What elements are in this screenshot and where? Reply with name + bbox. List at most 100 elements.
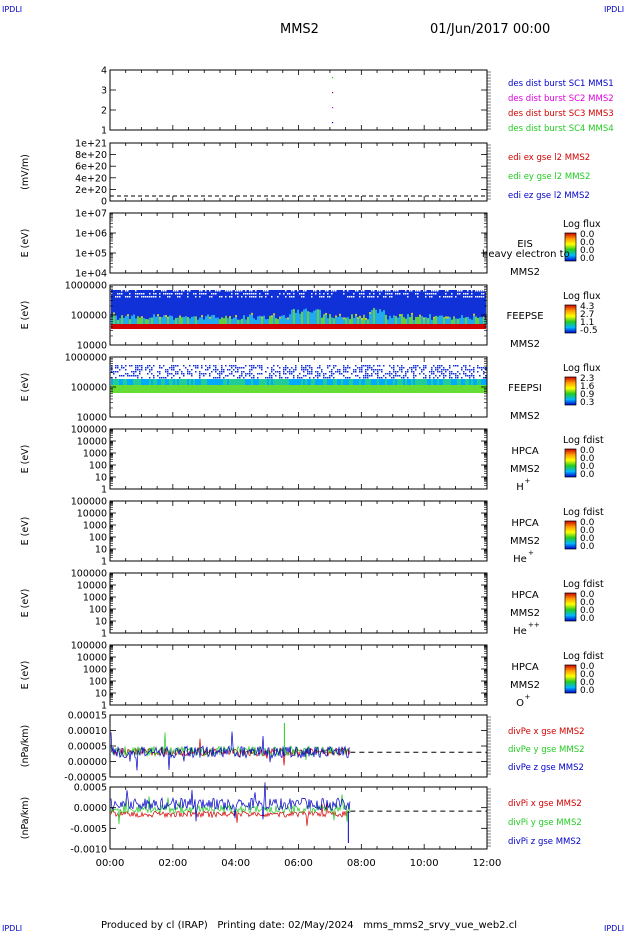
x-tick-label: 06:00	[284, 858, 313, 869]
species-charge-label: +	[525, 693, 531, 701]
y-axis-label: E (eV)	[20, 661, 31, 690]
legend-entry: divPe z gse MMS2	[508, 763, 584, 773]
colorbar-tick-label: 0.0	[580, 590, 595, 600]
y-tick-label: 10000	[77, 653, 107, 664]
y-tick-label: 2	[101, 106, 107, 117]
panel-frame-divpe	[109, 714, 488, 778]
series-line-x	[110, 803, 350, 826]
colorbar-tick-label: 0.0	[580, 670, 595, 680]
colorbar-tick-label: 0.0	[580, 454, 595, 464]
y-tick-label: 1000000	[65, 281, 107, 292]
legend-entry: divPe y gse MMS2	[508, 745, 585, 755]
colorbar-title: Log fdist	[563, 435, 604, 446]
colorbar-tick-label: -0.5	[580, 326, 598, 336]
legend-entry: edi ex gse l2 MMS2	[508, 153, 590, 163]
y-tick-label: 10000	[77, 437, 107, 448]
instrument-label: HPCA	[511, 518, 539, 529]
colorbar-tick-label: 1.1	[580, 318, 594, 328]
y-tick-label: 100	[89, 461, 107, 472]
y-tick-label: 1000	[83, 449, 107, 460]
y-tick-label: 6e+20	[75, 162, 107, 173]
colorbar-tick-label: 0.0	[580, 678, 595, 688]
y-tick-label: 100000	[71, 383, 107, 394]
y-tick-label: 0	[101, 197, 107, 208]
colorbar-tick-label: 0.0	[580, 254, 595, 264]
y-tick-label: 100000	[71, 497, 107, 508]
y-tick-label: 10	[95, 689, 107, 700]
colorbar-tick-label: 2.3	[580, 374, 594, 384]
burst-point	[331, 122, 334, 124]
y-tick-label: 4e+20	[75, 173, 107, 184]
colorbar-title: Log flux	[563, 363, 601, 374]
spacecraft-label: MMS2	[510, 411, 540, 422]
y-tick-label: 2e+20	[75, 185, 107, 196]
y-tick-label: 100000	[71, 641, 107, 652]
y-tick-label: 100	[89, 533, 107, 544]
y-tick-label: 0.0005	[74, 783, 107, 794]
legend-entry: edi ey gse l2 MMS2	[508, 172, 590, 182]
colorbar	[564, 376, 577, 406]
series-line-z	[110, 731, 351, 771]
y-tick-label: 10000	[77, 581, 107, 592]
y-tick-label: 10000	[77, 413, 107, 424]
overlay-label: heavy electron to	[482, 249, 570, 260]
y-axis-label: E (eV)	[20, 301, 31, 330]
y-tick-label: 0.00015	[68, 711, 107, 722]
legend-entry: divPi y gse MMS2	[508, 818, 582, 828]
species-charge-label: +	[525, 477, 531, 485]
colorbar-tick-label: 0.0	[580, 598, 595, 608]
panel-frame-divpi	[109, 786, 488, 850]
y-tick-label: 1000	[83, 593, 107, 604]
y-tick-label: 100000	[71, 425, 107, 436]
spacecraft-label: MMS2	[510, 680, 540, 691]
y-tick-label: 0.00005	[68, 742, 107, 753]
legend-entry: divPi z gse MMS2	[508, 837, 581, 847]
y-tick-label: 1e+06	[75, 229, 107, 240]
y-tick-label: 8e+20	[75, 150, 107, 161]
spacecraft-label: MMS2	[510, 464, 540, 475]
panel-frame-eis	[109, 212, 488, 274]
y-tick-label: 10000	[77, 341, 107, 352]
x-tick-label: 10:00	[410, 858, 439, 869]
y-tick-label: 100000	[71, 311, 107, 322]
y-tick-label: 1e+21	[75, 139, 107, 150]
y-axis-label: (mV/m)	[20, 154, 31, 190]
species-charge-label: +	[528, 549, 534, 557]
colorbar-title: Log flux	[563, 291, 601, 302]
legend-entry: divPi x gse MMS2	[508, 799, 582, 809]
y-tick-label: 100000	[71, 569, 107, 580]
burst-point	[331, 107, 334, 109]
legend-entry: des dist burst SC1 MMS1	[508, 79, 614, 89]
y-tick-label: 100	[89, 605, 107, 616]
colorbar-tick-label: 0.0	[580, 518, 595, 528]
legend-entry: divPe x gse MMS2	[508, 727, 585, 737]
y-tick-label: 1	[101, 701, 107, 712]
y-tick-label: 1e+04	[75, 269, 107, 280]
instrument-label: HPCA	[511, 662, 539, 673]
y-tick-label: 3	[101, 86, 107, 97]
colorbar-tick-label: 0.0	[580, 686, 595, 696]
spacecraft-label: MMS2	[510, 267, 540, 278]
y-axis-label: E (eV)	[20, 589, 31, 618]
colorbar-tick-label: 0.0	[580, 446, 595, 456]
colorbar-tick-label: 0.0	[580, 606, 595, 616]
y-tick-label: 10	[95, 617, 107, 628]
panel-frame-burst	[109, 69, 488, 131]
colorbar	[564, 592, 577, 622]
y-axis-label: E (eV)	[20, 517, 31, 546]
corner-label-bottom-left: IPDLI	[2, 924, 23, 933]
corner-label-top-right: IPDLI	[604, 5, 625, 14]
colorbar	[564, 520, 577, 550]
spacecraft-label: MMS2	[510, 608, 540, 619]
datetime-title: 01/Jun/2017 00:00	[430, 22, 551, 37]
panel-frame-hpca_h	[109, 428, 488, 490]
series-line-z	[110, 782, 351, 822]
colorbar-tick-label: 0.0	[580, 470, 595, 480]
y-axis-label: E (eV)	[20, 373, 31, 402]
y-tick-label: 0.00010	[68, 726, 107, 737]
spacecraft-label: MMS2	[510, 536, 540, 547]
species-label: O	[516, 698, 524, 709]
species-label: He	[513, 626, 527, 637]
panel-frame-hpca_hepp	[109, 572, 488, 634]
